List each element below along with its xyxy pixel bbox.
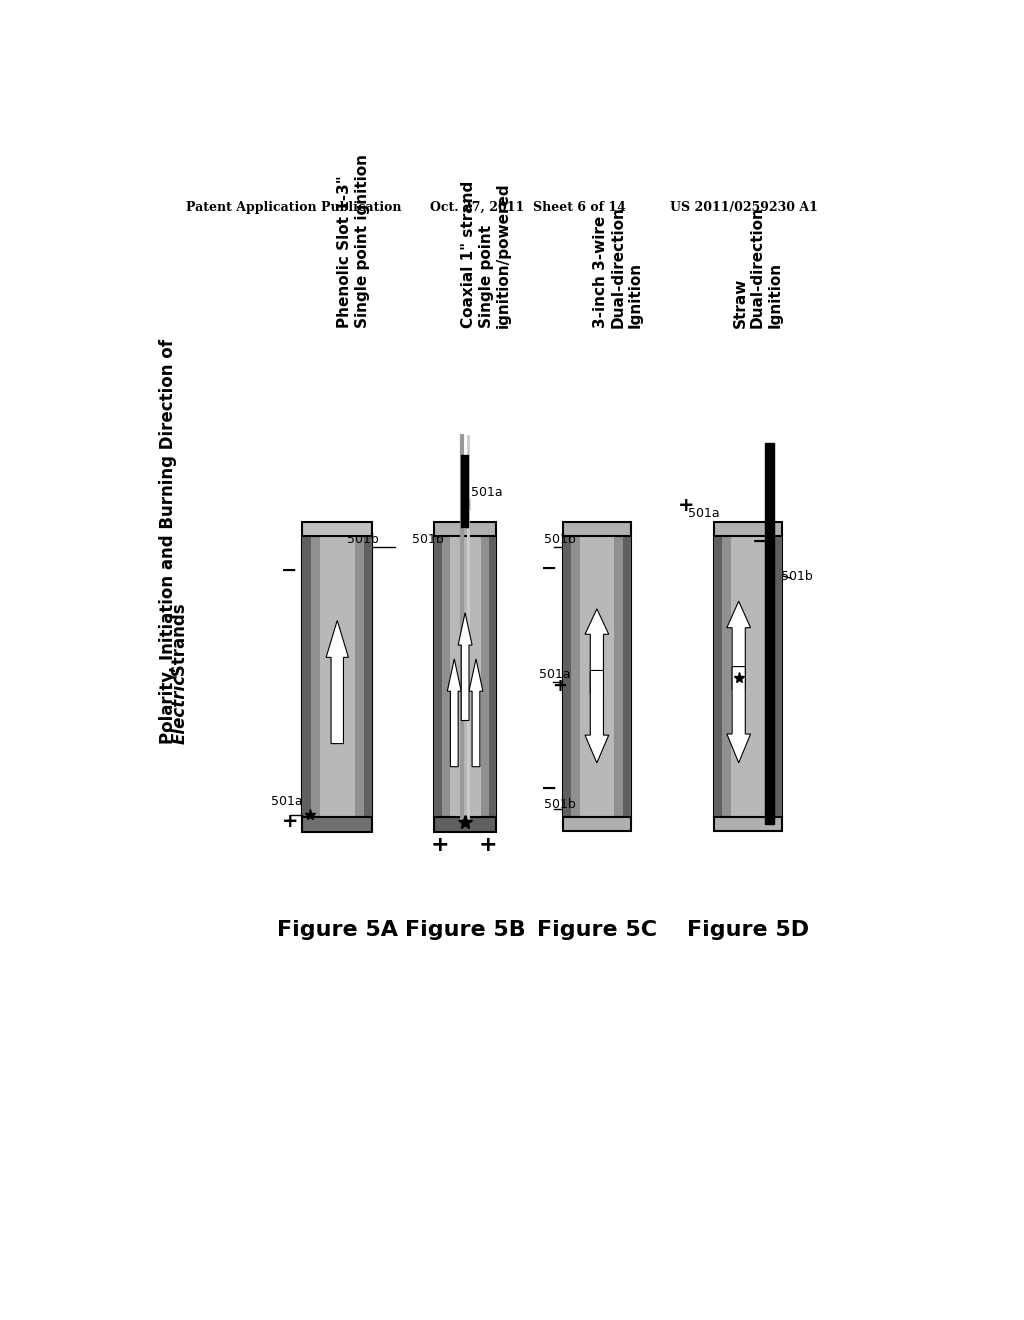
FancyArrow shape: [469, 659, 483, 767]
Text: 501b: 501b: [544, 533, 575, 546]
FancyArrow shape: [727, 601, 751, 689]
Text: 501a: 501a: [471, 486, 503, 499]
Text: Figure 5D: Figure 5D: [687, 920, 809, 940]
Text: +: +: [552, 677, 567, 696]
Text: 501b: 501b: [346, 533, 378, 546]
FancyArrow shape: [585, 671, 608, 763]
Text: −: −: [541, 779, 557, 797]
Text: Figure 5C: Figure 5C: [537, 920, 657, 940]
FancyArrow shape: [458, 612, 472, 721]
Bar: [563, 521, 631, 536]
Bar: [302, 536, 372, 817]
Text: Phenolic Slot 1-3"
Single point ignition: Phenolic Slot 1-3" Single point ignition: [337, 154, 370, 327]
Text: Oct. 27, 2011  Sheet 6 of 14: Oct. 27, 2011 Sheet 6 of 14: [430, 201, 626, 214]
Bar: [714, 536, 782, 817]
Text: Figure 5B: Figure 5B: [404, 920, 525, 940]
Text: 501b: 501b: [544, 797, 575, 810]
Bar: [714, 536, 722, 817]
Bar: [302, 817, 372, 832]
Bar: [434, 536, 441, 817]
Bar: [302, 521, 372, 536]
Text: −: −: [541, 560, 557, 578]
Bar: [302, 536, 310, 817]
Text: Patent Application Publication: Patent Application Publication: [186, 201, 401, 214]
Bar: [563, 536, 571, 817]
Bar: [563, 817, 631, 830]
Bar: [731, 536, 765, 817]
Text: 3-inch 3-wire
Dual-direction
Ignition: 3-inch 3-wire Dual-direction Ignition: [593, 206, 643, 327]
Bar: [563, 536, 631, 817]
Bar: [488, 536, 496, 817]
FancyArrow shape: [727, 667, 751, 763]
Bar: [774, 536, 782, 817]
Text: 501a: 501a: [539, 668, 570, 681]
Text: Strands: Strands: [171, 603, 188, 682]
Bar: [623, 536, 631, 817]
Text: Straw
Dual-direction
Ignition: Straw Dual-direction Ignition: [732, 206, 782, 327]
Text: −: −: [752, 532, 768, 550]
Bar: [434, 536, 496, 817]
Bar: [434, 817, 496, 832]
Text: 501a: 501a: [687, 507, 719, 520]
Bar: [714, 521, 782, 536]
Bar: [450, 536, 480, 817]
Bar: [714, 817, 782, 830]
Bar: [580, 536, 614, 817]
FancyArrow shape: [585, 609, 608, 693]
Text: 501b: 501b: [413, 533, 444, 546]
Text: +: +: [431, 836, 450, 855]
Text: Coaxial 1" strand
Single point
ignition/powered: Coaxial 1" strand Single point ignition/…: [461, 181, 511, 327]
Text: +: +: [282, 812, 298, 830]
Text: +: +: [479, 836, 498, 855]
Bar: [319, 536, 354, 817]
Text: 501b: 501b: [780, 570, 812, 583]
Text: +: +: [678, 496, 694, 515]
Text: Electric: Electric: [171, 673, 188, 743]
Bar: [765, 444, 774, 825]
Text: −: −: [282, 561, 298, 579]
FancyArrow shape: [326, 620, 348, 743]
Text: 501a: 501a: [271, 795, 303, 808]
Text: US 2011/0259230 A1: US 2011/0259230 A1: [671, 201, 818, 214]
Bar: [434, 521, 496, 536]
FancyArrow shape: [447, 659, 461, 767]
Bar: [364, 536, 372, 817]
Text: Figure 5A: Figure 5A: [276, 920, 397, 940]
Text: Polarity, Initiation and Burning Direction of: Polarity, Initiation and Burning Directi…: [160, 333, 177, 743]
